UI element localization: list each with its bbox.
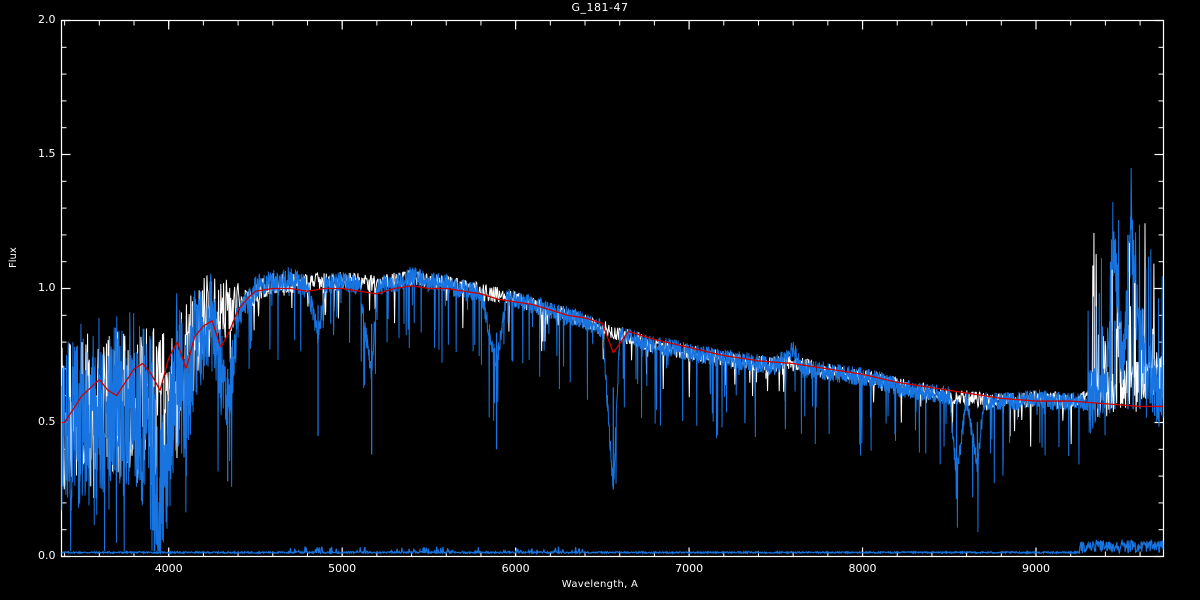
x-axis-label: Wavelength, A: [561, 579, 639, 590]
x-tick-label: 5000: [328, 561, 357, 575]
y-axis-label: Flux: [8, 247, 19, 268]
data-layer: [61, 168, 1164, 556]
y-tick-label: 2.0: [38, 12, 56, 26]
observed-spectrum-line: [61, 168, 1164, 552]
x-tick-label: 9000: [1022, 561, 1050, 575]
x-tick-label: 7000: [675, 561, 704, 575]
smoothed-spectrum-line: [61, 223, 1164, 498]
page-title: G_181-47: [571, 1, 629, 14]
x-tick-label: 6000: [501, 561, 530, 575]
error-baseline-line: [61, 538, 1164, 556]
x-tick-label: 4000: [154, 561, 183, 575]
y-tick-label: 0.0: [38, 548, 56, 562]
y-tick-label: 0.5: [38, 414, 56, 428]
y-tick-label: 1.0: [38, 280, 56, 294]
y-tick-label: 1.5: [38, 146, 56, 160]
x-tick-label: 8000: [848, 561, 877, 575]
model-fit-line: [61, 285, 1164, 424]
